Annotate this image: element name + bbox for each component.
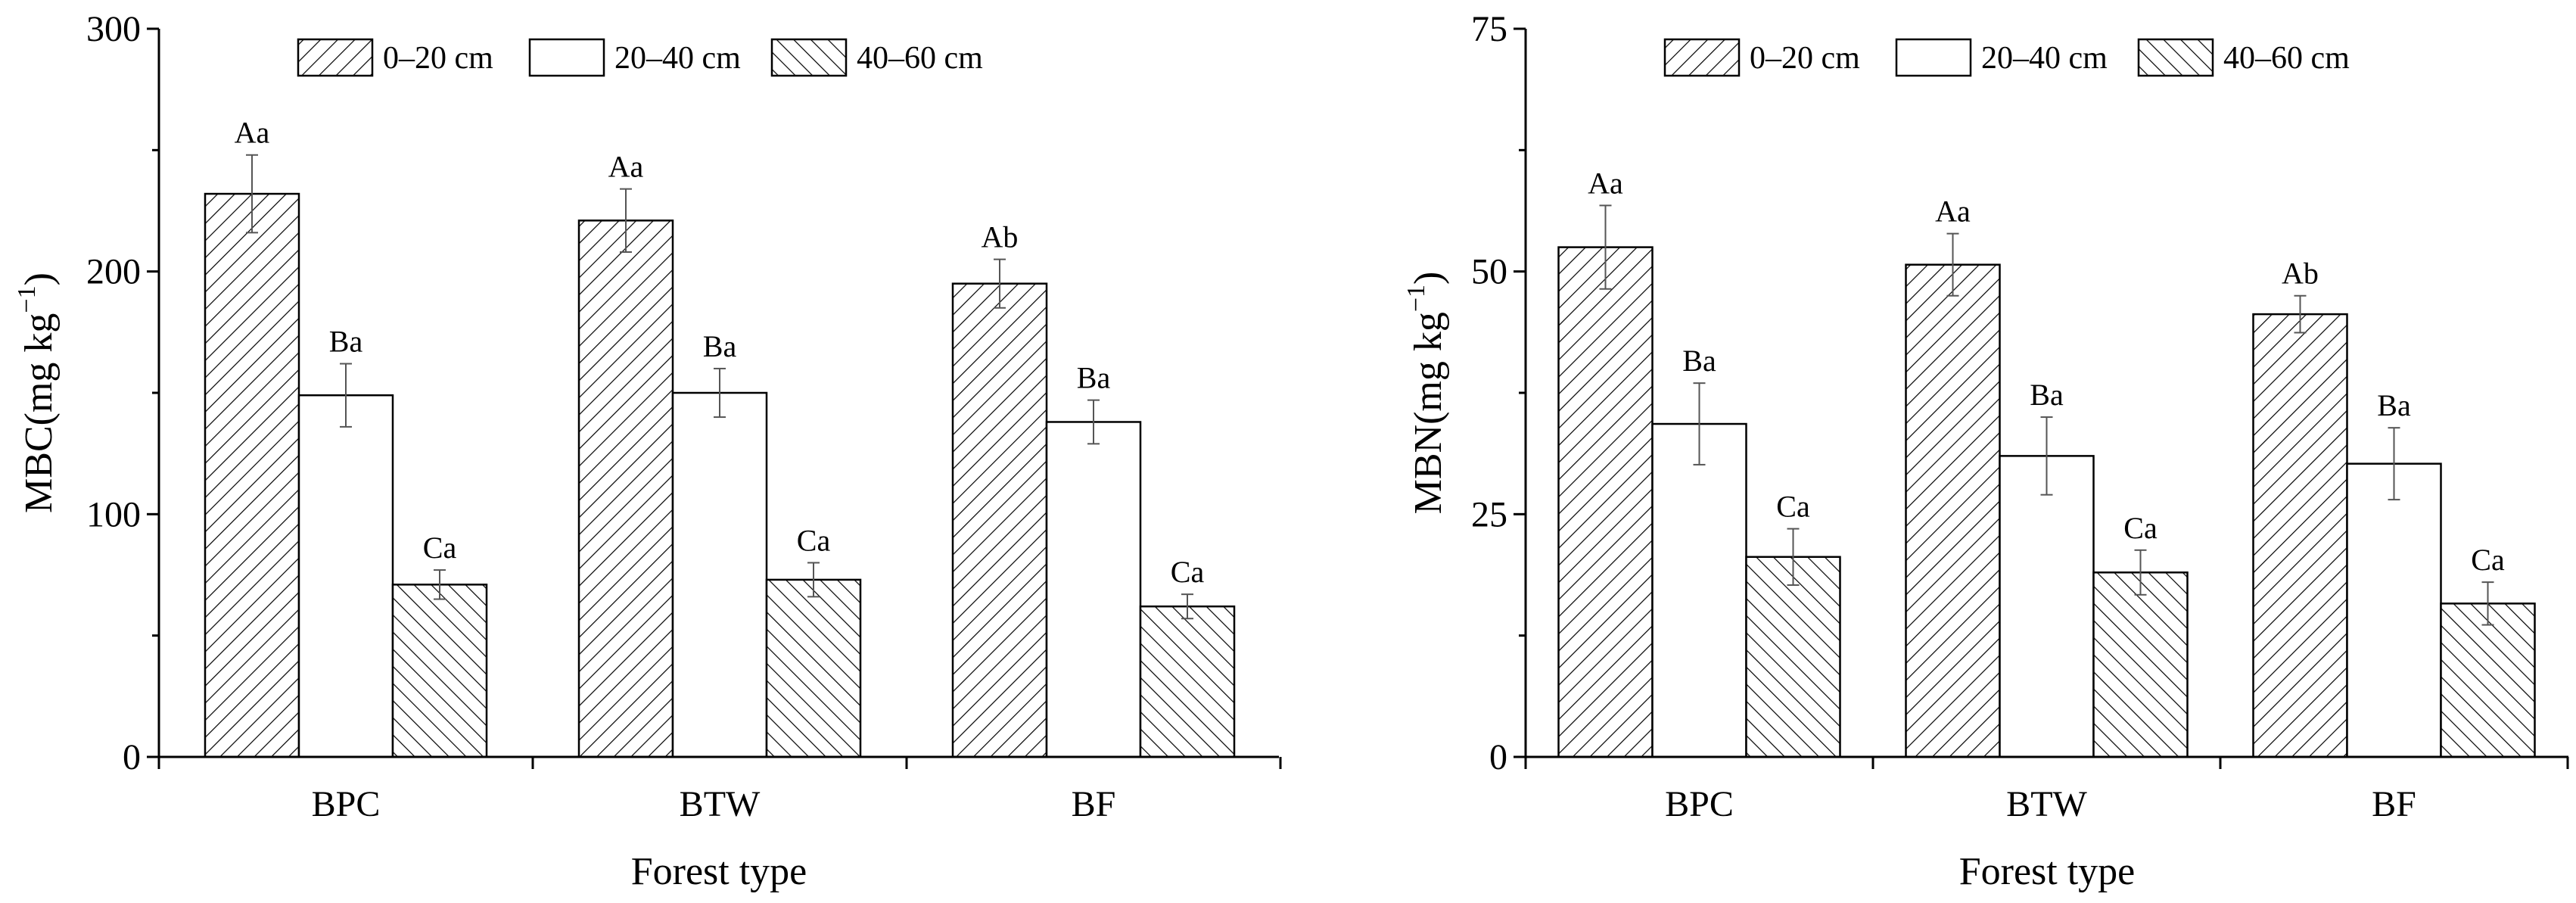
category-label-bpc: BPC <box>312 784 381 824</box>
legend-item: 20–40 cm <box>1895 38 2108 77</box>
legend-label: 40–60 cm <box>857 41 983 76</box>
y-tick-label: 0 <box>1489 737 1507 777</box>
bar-bpc-series-2 <box>1651 422 1747 758</box>
chart-panel-1: Aa Ba Ca Aa Ba Ca Ab Ba Ca 0 100 200 300 BPC BTW BF Fore… <box>13 9 1282 893</box>
legend-item: 40–60 cm <box>770 38 983 77</box>
legend-item: 40–60 cm <box>2137 38 2350 77</box>
y-tick-label: 300 <box>86 9 141 49</box>
category-label-btw: BTW <box>680 784 761 824</box>
legend: 0–20 cm 20–40 cm 40–60 cm <box>1663 38 2350 77</box>
bar-bf-series-1 <box>951 282 1048 758</box>
error-bar <box>1087 399 1100 445</box>
significance-label: Ba <box>1077 361 1111 395</box>
significance-label: Ca <box>423 531 457 565</box>
bar-bpc-series-3 <box>1745 556 1841 758</box>
significance-label: Ca <box>1171 555 1205 589</box>
y-axis-title: MBN(mg kg−1) <box>1402 272 1450 515</box>
significance-label: Aa <box>608 150 644 184</box>
significance-label: Ca <box>2471 543 2505 577</box>
legend-item: 20–40 cm <box>528 38 741 77</box>
significance-label: Ab <box>2282 257 2319 291</box>
legend-item: 0–20 cm <box>1663 38 1860 77</box>
y-tick-label: 200 <box>86 252 141 292</box>
significance-label: Ca <box>1776 490 1810 524</box>
legend-swatch <box>2137 38 2214 77</box>
bar-bf-series-2 <box>2346 462 2442 758</box>
error-bar <box>246 154 258 234</box>
error-bar <box>2040 416 2053 496</box>
bar-bpc-series-1 <box>204 192 300 758</box>
chart-panel-2: Aa Ba Ca Aa Ba Ca Ab Ba Ca 0 25 50 75 BPC BTW BF Forest … <box>1402 9 2569 893</box>
legend-item: 0–20 cm <box>297 38 493 77</box>
significance-label: Ca <box>2123 511 2158 545</box>
bar-bf-series-1 <box>2252 313 2348 758</box>
legend-swatch <box>297 38 374 77</box>
error-bar <box>2134 549 2147 596</box>
y-tick-label: 75 <box>1471 9 1507 49</box>
error-bar <box>340 363 352 428</box>
significance-label: Ba <box>1682 344 1716 378</box>
legend-label: 20–40 cm <box>1981 41 2108 76</box>
legend-swatch <box>528 38 605 77</box>
error-bar <box>714 367 726 419</box>
error-bar <box>1693 382 1706 466</box>
bar-bf-series-3 <box>2440 603 2536 758</box>
y-tick-label: 50 <box>1471 252 1507 292</box>
error-bar <box>994 258 1006 309</box>
error-bar <box>2388 427 2400 501</box>
error-bar <box>2294 294 2307 334</box>
error-bar <box>434 569 446 600</box>
legend-label: 0–20 cm <box>1750 41 1860 76</box>
significance-label: Ba <box>703 329 737 363</box>
significance-label: Ba <box>2030 378 2064 412</box>
bar-btw-series-2 <box>1999 455 2095 758</box>
bar-bf-series-2 <box>1045 421 1142 758</box>
category-label-bf: BF <box>2372 784 2416 824</box>
category-label-bpc: BPC <box>1665 784 1734 824</box>
error-bar <box>1599 204 1612 290</box>
bar-bpc-series-3 <box>391 584 488 758</box>
legend-swatch <box>770 38 848 77</box>
legend-swatch <box>1663 38 1741 77</box>
error-bar <box>620 188 632 254</box>
significance-label: Aa <box>1588 166 1623 200</box>
bar-btw-series-1 <box>1905 263 2001 758</box>
x-axis-title: Forest type <box>1959 850 2136 893</box>
bar-bpc-series-1 <box>1557 246 1654 758</box>
significance-label: Aa <box>1935 195 1971 229</box>
error-bar <box>1181 593 1193 620</box>
legend-label: 20–40 cm <box>614 41 741 76</box>
error-bar <box>807 562 820 598</box>
significance-label: Ca <box>797 523 831 557</box>
bar-bpc-series-2 <box>297 394 394 758</box>
error-bar <box>2481 581 2494 626</box>
x-axis-title: Forest type <box>631 850 807 893</box>
significance-label: Ba <box>329 325 363 359</box>
significance-label: Aa <box>235 116 270 150</box>
error-bar <box>1787 528 1800 586</box>
bar-btw-series-2 <box>671 391 768 758</box>
legend: 0–20 cm 20–40 cm 40–60 cm <box>297 38 983 77</box>
bar-btw-series-3 <box>2092 571 2189 758</box>
error-bar <box>1946 232 1959 297</box>
y-tick-label: 0 <box>123 737 141 777</box>
y-tick-label: 100 <box>86 494 141 534</box>
y-axis-title: MBC(mg kg−1) <box>13 272 61 513</box>
significance-label: Ba <box>2377 388 2411 422</box>
legend-label: 0–20 cm <box>383 41 493 76</box>
y-tick-label: 25 <box>1471 494 1507 534</box>
bar-btw-series-1 <box>577 220 674 758</box>
category-label-btw: BTW <box>2006 784 2087 824</box>
bar-btw-series-3 <box>765 578 862 758</box>
bar-bf-series-3 <box>1139 605 1236 758</box>
category-label-bf: BF <box>1072 784 1116 824</box>
significance-label: Ab <box>982 220 1019 254</box>
legend-label: 40–60 cm <box>2223 41 2350 76</box>
legend-swatch <box>1895 38 1972 77</box>
